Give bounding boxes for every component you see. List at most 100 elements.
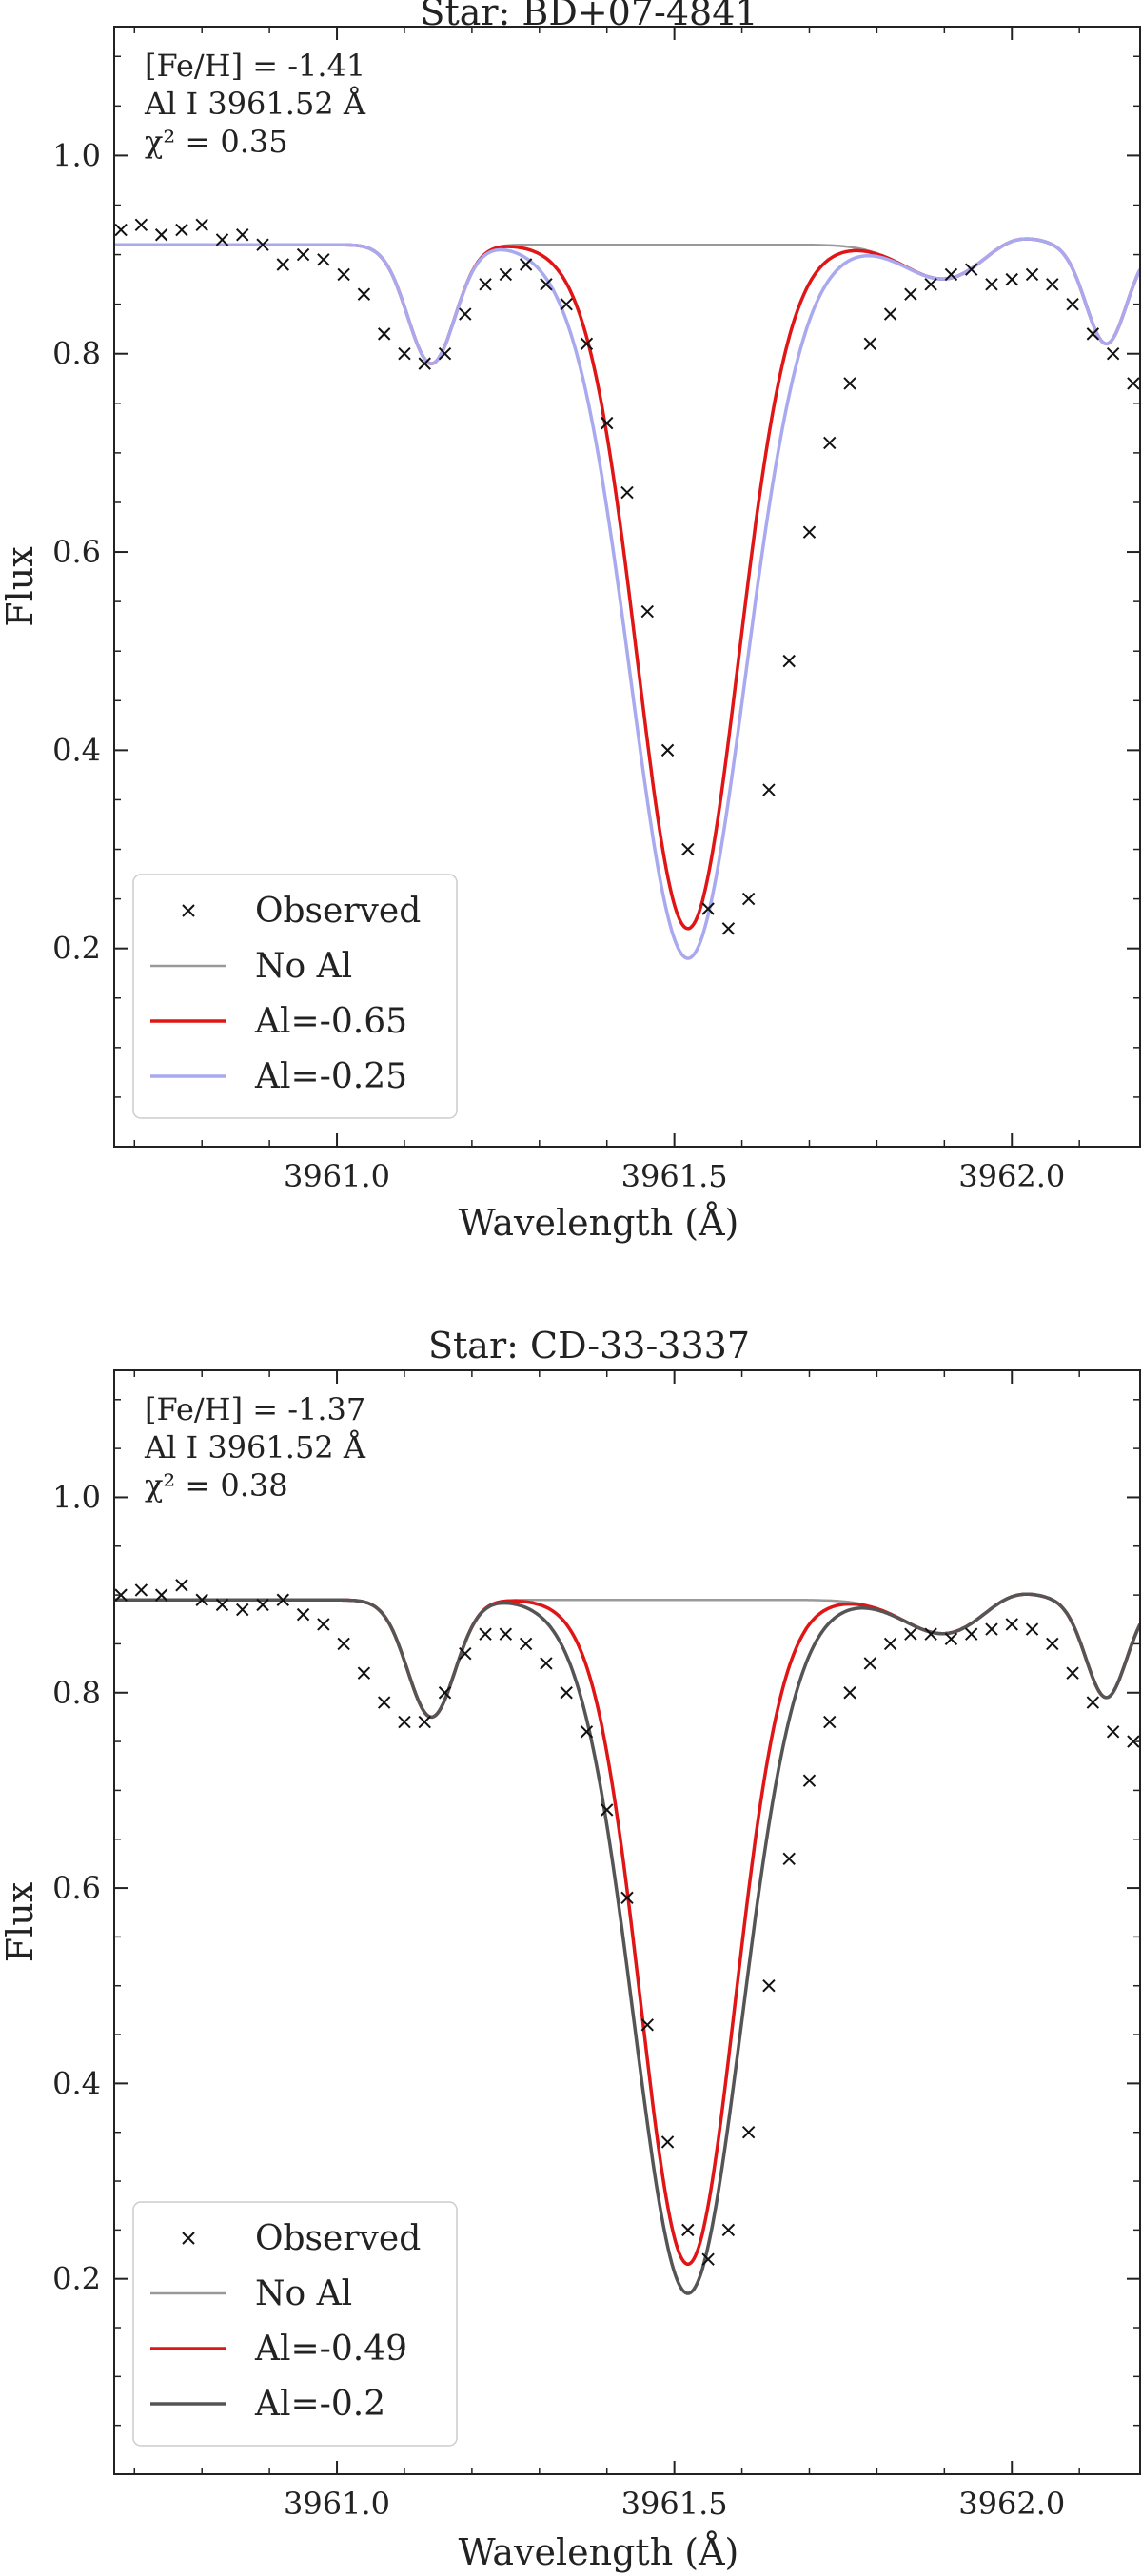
observed-points: [114, 218, 1140, 935]
y-tick-label: 0.6: [52, 534, 101, 570]
model-curves: [114, 1592, 1140, 2295]
observed-point: [1025, 1622, 1039, 1636]
observed-point: [479, 1627, 492, 1641]
legend: Observed No Al Al=-0.65 Al=-0.25: [132, 874, 458, 1119]
observed-point: [377, 327, 391, 341]
observed-point: [823, 1715, 837, 1729]
annotation-line: Al I 3961.52 Å: [144, 1429, 366, 1465]
observed-point: [620, 1891, 634, 1905]
series-line-alt: [114, 237, 1140, 960]
observed-point: [134, 218, 148, 232]
observed-point: [114, 223, 128, 237]
observed-point: [357, 287, 371, 301]
observed-point: [843, 1686, 856, 1700]
y-tick-label: 0.2: [52, 931, 101, 967]
observed-point: [601, 416, 614, 430]
observed-point: [640, 2018, 654, 2032]
x-tick-label: 3961.0: [284, 2486, 390, 2522]
observed-point: [924, 1627, 937, 1641]
observed-point: [762, 1979, 776, 1993]
x-tick-label: 3962.0: [958, 1158, 1065, 1194]
observed-point: [195, 1593, 208, 1606]
observed-point: [154, 228, 168, 242]
observed-point: [863, 337, 877, 351]
observed-point: [540, 278, 553, 291]
observed-point: [601, 1803, 614, 1817]
observed-point: [660, 2135, 675, 2149]
observed-point: [459, 307, 472, 321]
observed-point: [580, 1725, 594, 1739]
observed-point: [175, 223, 188, 237]
series-line-fit: [114, 237, 1140, 931]
observed-point: [660, 743, 675, 757]
observed-point: [438, 1686, 452, 1700]
observed-point: [154, 1588, 168, 1602]
chart-panel-1: Star: BD+07-4841 3961.0 3961.5 3962.0 0.2 0.4…: [0, 0, 1141, 1244]
observed-point: [681, 2223, 695, 2237]
observed-point: [863, 1657, 877, 1670]
observed-point: [823, 436, 837, 450]
observed-point: [762, 783, 776, 796]
observed-point: [883, 1637, 897, 1651]
observed-point: [256, 1598, 269, 1612]
series-line-alt: [114, 1592, 1140, 2295]
observed-point: [904, 1627, 917, 1641]
y-tick-label: 0.4: [52, 732, 101, 768]
observed-point: [964, 263, 978, 276]
observed-point: [1086, 327, 1100, 341]
observed-point: [499, 1627, 513, 1641]
annotation-line: [Fe/H] = -1.41: [145, 48, 365, 84]
observed-point: [721, 922, 736, 935]
observed-point: [580, 337, 594, 351]
observed-point: [944, 267, 958, 282]
legend-box: [132, 874, 458, 1119]
observed-point: [944, 1632, 958, 1646]
observed-point: [357, 1666, 371, 1680]
observed-point: [1066, 1666, 1079, 1680]
observed-point: [175, 1579, 188, 1592]
x-tick-label: 3961.5: [621, 2486, 728, 2522]
observed-point: [1066, 297, 1079, 311]
series-line-fit: [114, 1592, 1140, 2266]
y-tick-label: 0.8: [52, 336, 101, 372]
observed-point: [640, 604, 654, 619]
observed-point: [741, 2126, 756, 2139]
observed-point: [560, 297, 573, 311]
observed-point: [1127, 377, 1140, 390]
legend-label: Observed: [255, 2219, 421, 2258]
legend-marker-observed: [182, 2232, 195, 2245]
observed-point: [782, 1852, 796, 1865]
plot-frame: [113, 26, 1141, 1148]
y-axis-label: Flux: [0, 546, 41, 626]
observed-point: [337, 267, 350, 282]
legend-box: [132, 2201, 458, 2447]
observed-point: [479, 278, 492, 291]
y-tick-label: 0.8: [52, 1675, 101, 1711]
observed-point: [377, 1696, 391, 1709]
observed-point: [681, 842, 695, 856]
observed-point: [114, 1588, 128, 1602]
x-tick-label: 3962.0: [958, 2486, 1065, 2522]
observed-point: [296, 247, 310, 262]
observed-point: [519, 258, 533, 271]
observed-point: [701, 902, 715, 915]
observed-point: [1025, 267, 1039, 282]
x-tick-label: 3961.5: [621, 1158, 728, 1194]
observed-point: [398, 1715, 411, 1729]
observed-point: [883, 307, 897, 321]
observed-point: [802, 1774, 817, 1787]
observed-point: [924, 278, 937, 291]
observed-point: [1106, 1725, 1120, 1739]
observed-point: [560, 1686, 573, 1700]
model-curves: [114, 237, 1140, 960]
observed-point: [802, 525, 817, 539]
observed-point: [256, 238, 269, 251]
legend-label: Observed: [255, 892, 421, 931]
observed-point: [782, 654, 796, 668]
legend-label: Al=-0.2: [254, 2385, 385, 2424]
observed-point: [519, 1637, 533, 1651]
x-axis-label: Wavelength (Å): [459, 1202, 739, 1244]
legend-label: Al=-0.65: [254, 1002, 407, 1041]
observed-point: [499, 267, 513, 282]
